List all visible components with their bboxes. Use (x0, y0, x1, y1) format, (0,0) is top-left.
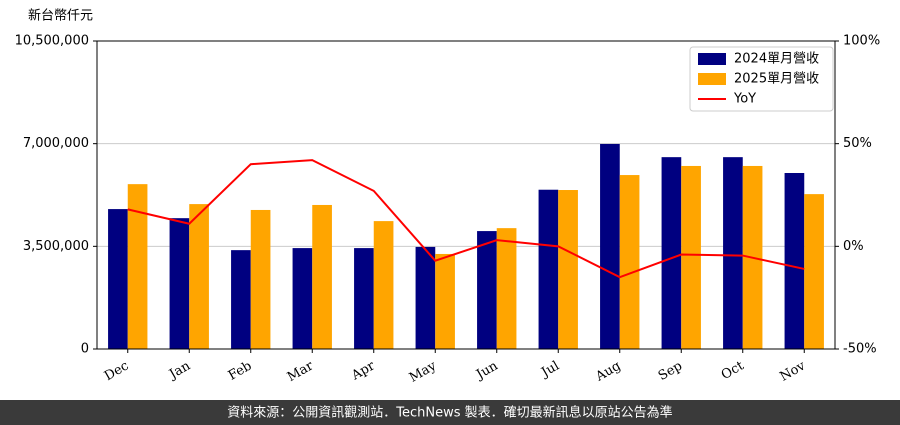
y-tick-label: 7,000,000 (23, 136, 89, 151)
bar (231, 250, 251, 349)
bar (619, 175, 640, 349)
bar (661, 157, 682, 349)
legend-label: 2025單月營收 (734, 72, 819, 87)
bar (312, 204, 332, 349)
bar (415, 246, 436, 349)
y-tick-label: 10,500,000 (15, 34, 89, 49)
y2-tick-label: 50% (843, 136, 872, 151)
y2-tick-label: 0% (843, 239, 864, 254)
bar (373, 221, 394, 349)
legend-label: 2024單月營收 (734, 52, 819, 67)
bar (496, 228, 517, 349)
bar (189, 204, 209, 349)
bar (127, 184, 148, 349)
bar (477, 231, 497, 349)
legend-swatch (698, 53, 726, 65)
bar (250, 209, 271, 349)
line (127, 159, 805, 279)
bar (723, 157, 743, 349)
bar (354, 248, 374, 349)
bar (804, 194, 824, 349)
plot-frame (96, 40, 836, 350)
bar (292, 248, 313, 349)
bar (435, 253, 455, 349)
legend-swatch (698, 73, 726, 85)
bar (784, 173, 805, 349)
y-tick-label: 3,500,000 (23, 239, 89, 254)
bar (600, 143, 620, 349)
footer-bar (0, 400, 900, 425)
y-axis-label: 新台幣仟元 (28, 8, 93, 24)
bar (538, 189, 559, 349)
y-tick-label: 0 (81, 342, 89, 357)
bar (558, 190, 578, 349)
y2-tick-label: -50% (843, 342, 877, 357)
bar (108, 209, 128, 349)
bar (681, 165, 701, 349)
legend-label: YoY (733, 92, 756, 107)
bar (169, 218, 190, 349)
y2-tick-label: 100% (843, 34, 880, 49)
footer-text: 資料來源：公開資訊觀測站．TechNews 製表．確切最新訊息以原站公告為準 (227, 405, 672, 421)
